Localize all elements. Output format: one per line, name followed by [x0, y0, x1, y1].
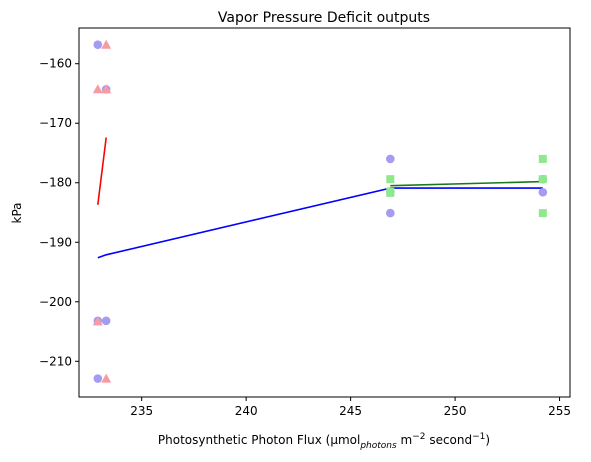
y-tick-label: −190	[39, 235, 72, 249]
x-axis-label-suffix: )	[485, 433, 490, 447]
scatter-point-square	[539, 175, 547, 183]
scatter-point-square	[386, 175, 394, 183]
chart-title: Vapor Pressure Deficit outputs	[218, 10, 430, 26]
y-tick-label: −210	[39, 354, 72, 368]
x-tick-label: 245	[339, 404, 362, 418]
scatter-point-square	[386, 189, 394, 197]
y-axis: −160 −170 −180 −190 −200 −210	[39, 57, 79, 369]
x-tick-label: 235	[130, 404, 153, 418]
y-axis-label: kPa	[10, 203, 24, 224]
y-tick-label: −160	[39, 57, 72, 71]
scatter-point-circle	[539, 188, 548, 197]
scatter-point-square	[539, 155, 547, 163]
y-tick-label: −170	[39, 116, 72, 130]
x-axis-label: Photosynthetic Photon Flux (µmolphotons …	[158, 432, 490, 451]
x-axis-label-subscript: photons	[359, 441, 397, 451]
scatter-point-circle	[94, 374, 103, 383]
x-tick-label: 255	[548, 404, 571, 418]
plot-area	[79, 28, 570, 397]
x-tick-label: 250	[444, 404, 467, 418]
x-axis-label-middle2: second	[426, 433, 473, 447]
scatter-point-circle	[94, 40, 103, 49]
scatter-point-circle	[102, 317, 111, 326]
scatter-point-circle	[386, 209, 395, 218]
y-tick-label: −200	[39, 295, 72, 309]
x-axis-label-sup2: −1	[472, 432, 485, 442]
scatter-point-circle	[386, 155, 395, 164]
scatter-point-square	[539, 209, 547, 217]
x-axis-label-middle: m	[397, 433, 413, 447]
x-axis: 235 240 245 250 255	[130, 397, 571, 418]
plot-background	[79, 28, 570, 397]
x-tick-label: 240	[235, 404, 258, 418]
x-axis-label-prefix: Photosynthetic Photon Flux (µmol	[158, 433, 360, 447]
x-axis-label-sup1: −2	[412, 432, 425, 442]
y-tick-label: −180	[39, 176, 72, 190]
